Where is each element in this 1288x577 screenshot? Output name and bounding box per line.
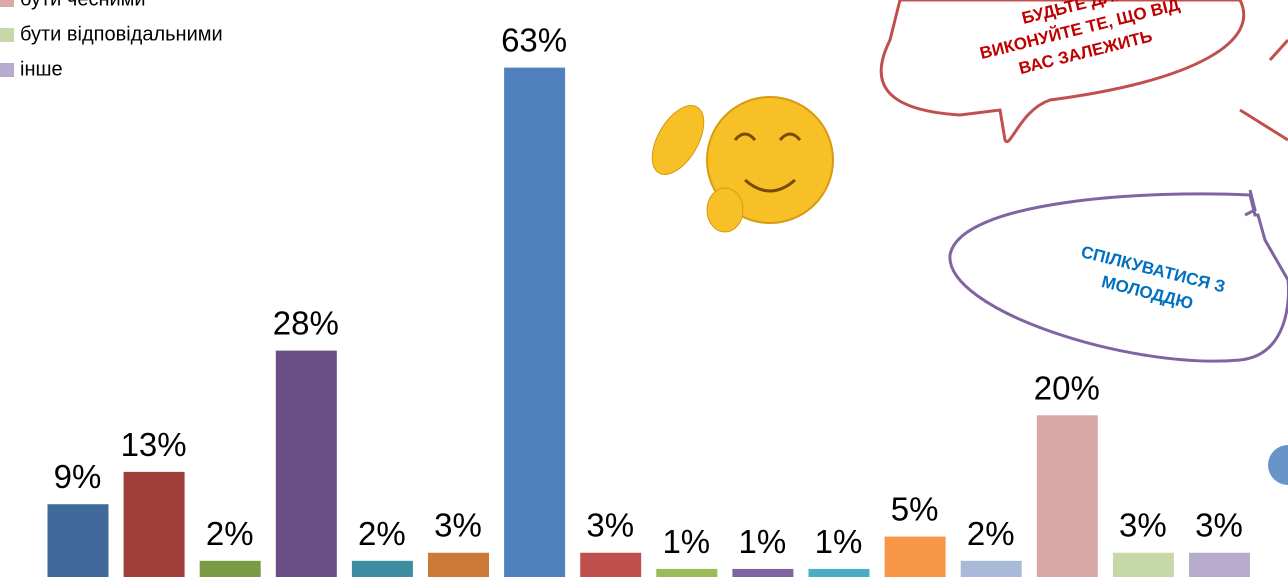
value-label: 20% (1034, 369, 1100, 406)
bar (960, 560, 1022, 577)
bar (1189, 552, 1250, 577)
value-label: 1% (815, 523, 863, 560)
bar (47, 504, 109, 577)
bar (884, 536, 946, 577)
value-label: 3% (434, 507, 482, 544)
value-label: 1% (739, 523, 787, 560)
bar (580, 552, 642, 577)
bar (351, 560, 413, 577)
legend-label: бути чесними (20, 0, 146, 10)
legend-swatch (0, 63, 14, 77)
value-label: 5% (891, 491, 939, 528)
value-label: 3% (1119, 507, 1167, 544)
value-label: 2% (206, 515, 254, 552)
bar (123, 471, 185, 577)
legend-swatch (0, 0, 14, 7)
bar (428, 552, 489, 577)
bar (656, 568, 718, 577)
bar (504, 67, 566, 577)
legend-label: бути відповідальними (20, 23, 223, 45)
bar (808, 568, 870, 577)
bar (1036, 415, 1098, 577)
value-label: 28% (273, 305, 339, 342)
legend-label: інше (20, 58, 63, 80)
value-label: 3% (586, 507, 634, 544)
decoration (1268, 445, 1288, 485)
value-label: 3% (1195, 507, 1243, 544)
value-label: 63% (501, 22, 567, 59)
smiley (651, 96, 834, 233)
value-label: 2% (358, 515, 406, 552)
bar (1112, 552, 1174, 577)
legend-swatch (0, 28, 14, 42)
value-label: 13% (121, 426, 187, 463)
speech-bubble (948, 192, 1288, 363)
bar (275, 350, 337, 577)
value-label: 9% (54, 458, 102, 495)
speech-bubble-tail (1239, 38, 1288, 142)
bar (199, 560, 261, 577)
value-label: 2% (967, 515, 1015, 552)
speech-bubble (879, 0, 1246, 144)
speech-bubble-tail (1244, 189, 1257, 217)
bar (732, 568, 794, 577)
value-label: 1% (662, 523, 710, 560)
